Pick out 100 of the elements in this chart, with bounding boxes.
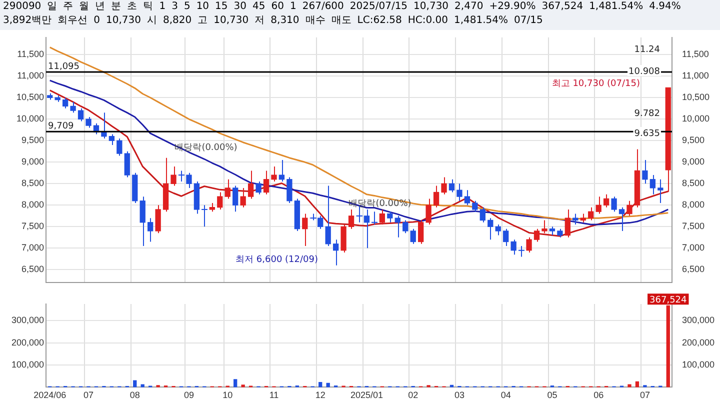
text: 회우선 [56, 14, 89, 28]
text: 8,310 [270, 14, 300, 28]
text: HC:0.00 [406, 14, 449, 28]
x-tick-label: 2025/01 [350, 390, 383, 400]
bar [318, 382, 322, 388]
x-tick-label: 10 [222, 390, 233, 400]
y-tick-label: 7,000 [21, 242, 44, 253]
y2-tick-label: 7,500 [682, 221, 705, 232]
bar [628, 384, 632, 388]
y-tick-label: 8,500 [21, 178, 44, 188]
x-tick-label: 02 [408, 390, 418, 400]
annotation: 9.782 [634, 109, 660, 119]
text: 8,820 [162, 14, 193, 28]
text: 10,730 [212, 14, 250, 28]
bar [241, 384, 245, 388]
x-tick-label: 03 [454, 390, 464, 400]
y2-tick-label: 8,000 [682, 200, 705, 210]
annotation: 11.24 [634, 45, 660, 55]
y2-tick-label: 11,500 [682, 49, 709, 60]
text: 틱 [142, 0, 154, 14]
text: LC:62.58 [356, 14, 403, 28]
y2-tick-label: 9,500 [682, 135, 705, 146]
candlestick [472, 200, 478, 212]
x-tick-label: 07 [640, 390, 650, 400]
text: 1 [288, 0, 298, 14]
text: 매수 [304, 14, 326, 28]
x-tick-label: 09 [184, 390, 194, 400]
y2-tick-label: 6,500 [682, 264, 705, 274]
y2-tick-label: 10,500 [682, 92, 710, 102]
text: 2,470 [454, 0, 484, 14]
text: 분 [110, 0, 122, 14]
text: 3 [170, 0, 179, 14]
y2-tick-label: 9,000 [682, 156, 705, 167]
y2-tick-label: 10,000 [682, 114, 710, 124]
x-tick-label: 05 [547, 390, 558, 400]
y-tick-label: 11,500 [17, 49, 44, 60]
text: 1,481.54% [453, 14, 510, 28]
text: 45 [252, 0, 266, 14]
y2-tick-label: 100,000 [682, 360, 715, 370]
x-tick-label: 07 [84, 390, 94, 400]
text: 저 [254, 14, 266, 28]
y-tick-label: 9,000 [21, 156, 44, 167]
text: 10,730 [105, 14, 142, 28]
text: 월 [78, 0, 90, 14]
bar [666, 305, 670, 388]
annotation: 9.635 [634, 129, 660, 139]
text: 1,481.54% [588, 0, 644, 14]
y-tick-label: 7,500 [21, 221, 44, 232]
text: 30 [232, 0, 248, 14]
bar [635, 381, 640, 388]
text: 267/600 [301, 0, 345, 14]
ref-line-label: 11,095 [48, 62, 80, 72]
text: 290090 [2, 0, 42, 14]
y-tick-label: 9,500 [21, 135, 44, 146]
x-tick-label: 12 [315, 390, 326, 400]
text: 주 [62, 0, 74, 14]
text: 4.94% [648, 0, 682, 14]
y2-tick-label: 11,000 [682, 70, 709, 81]
text: 고 [196, 14, 209, 28]
bar [140, 384, 144, 388]
text: 매도 [330, 14, 352, 28]
candlestick [170, 166, 176, 186]
text: 1 [158, 0, 167, 14]
text: +29.90% [488, 0, 537, 14]
y2-tick-label: 200,000 [682, 337, 715, 348]
y-tick-label: 11,000 [17, 70, 44, 81]
text: 10,730 [412, 0, 450, 14]
y2-tick-label: 8,500 [682, 178, 705, 188]
candlestick [542, 220, 548, 234]
annotation: 최고 10,730 (07/15) [552, 79, 640, 89]
text: 367,524 [540, 0, 584, 14]
x-tick-label: 2024/06 [34, 390, 66, 400]
y-tick-label: 200,000 [11, 337, 44, 348]
annotation: 최저 6,600 (12/09) [236, 255, 318, 265]
y-tick-label: 300,000 [11, 315, 44, 326]
text: 2025/07/15 [348, 0, 409, 14]
y-tick-label: 10,000 [16, 114, 44, 124]
y-tick-label: 6,500 [21, 264, 44, 274]
bar [234, 379, 238, 388]
x-tick-label: 08 [130, 390, 140, 400]
text: 07/15 [513, 14, 544, 28]
text: 시 [146, 14, 158, 28]
x-tick-label: 04 [500, 390, 511, 400]
y-tick-label: 8,000 [21, 200, 44, 210]
text: 15 [214, 0, 229, 14]
text: 초 [126, 0, 138, 14]
bar [133, 380, 137, 388]
text: 60 [270, 0, 285, 14]
y-tick-label: 10,500 [16, 92, 44, 102]
text: 3,892백만 [2, 14, 53, 28]
text: 년 [94, 0, 106, 14]
text: 5 [182, 0, 192, 14]
y2-tick-label: 7,000 [682, 242, 705, 253]
x-tick-label: 11 [269, 390, 279, 400]
ref-line-label: 9,709 [48, 122, 74, 132]
annotation: 10.908 [628, 67, 660, 77]
candlestick [240, 187, 246, 208]
x-tick-label: 06 [594, 390, 604, 400]
text: 일 [46, 0, 58, 14]
text: 0 [92, 14, 102, 28]
